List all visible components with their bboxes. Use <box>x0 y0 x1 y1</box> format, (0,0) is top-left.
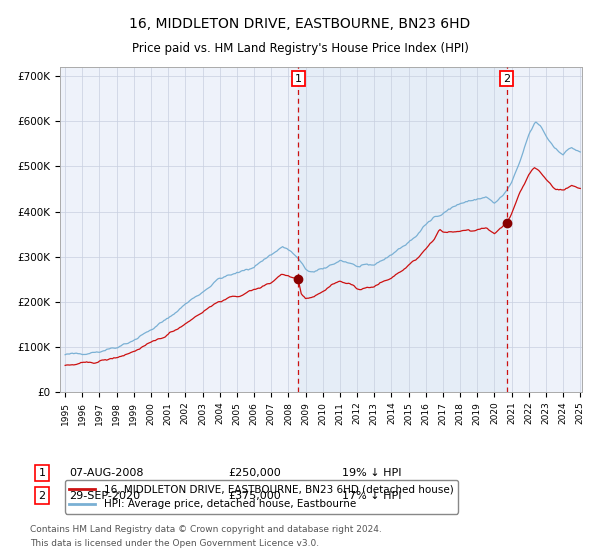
Text: 1: 1 <box>295 74 302 83</box>
Text: Price paid vs. HM Land Registry's House Price Index (HPI): Price paid vs. HM Land Registry's House … <box>131 42 469 55</box>
Text: Contains HM Land Registry data © Crown copyright and database right 2024.: Contains HM Land Registry data © Crown c… <box>30 525 382 534</box>
Text: 29-SEP-2020: 29-SEP-2020 <box>69 491 140 501</box>
Text: 16, MIDDLETON DRIVE, EASTBOURNE, BN23 6HD: 16, MIDDLETON DRIVE, EASTBOURNE, BN23 6H… <box>130 17 470 31</box>
Text: £375,000: £375,000 <box>228 491 281 501</box>
Legend: 16, MIDDLETON DRIVE, EASTBOURNE, BN23 6HD (detached house), HPI: Average price, : 16, MIDDLETON DRIVE, EASTBOURNE, BN23 6H… <box>65 480 458 514</box>
Text: This data is licensed under the Open Government Licence v3.0.: This data is licensed under the Open Gov… <box>30 539 319 548</box>
Text: £250,000: £250,000 <box>228 468 281 478</box>
Bar <box>298 67 506 392</box>
Text: 1: 1 <box>38 468 46 478</box>
Text: 07-AUG-2008: 07-AUG-2008 <box>69 468 143 478</box>
Text: 2: 2 <box>38 491 46 501</box>
Text: 17% ↓ HPI: 17% ↓ HPI <box>342 491 401 501</box>
Text: 2: 2 <box>503 74 510 83</box>
Text: 19% ↓ HPI: 19% ↓ HPI <box>342 468 401 478</box>
